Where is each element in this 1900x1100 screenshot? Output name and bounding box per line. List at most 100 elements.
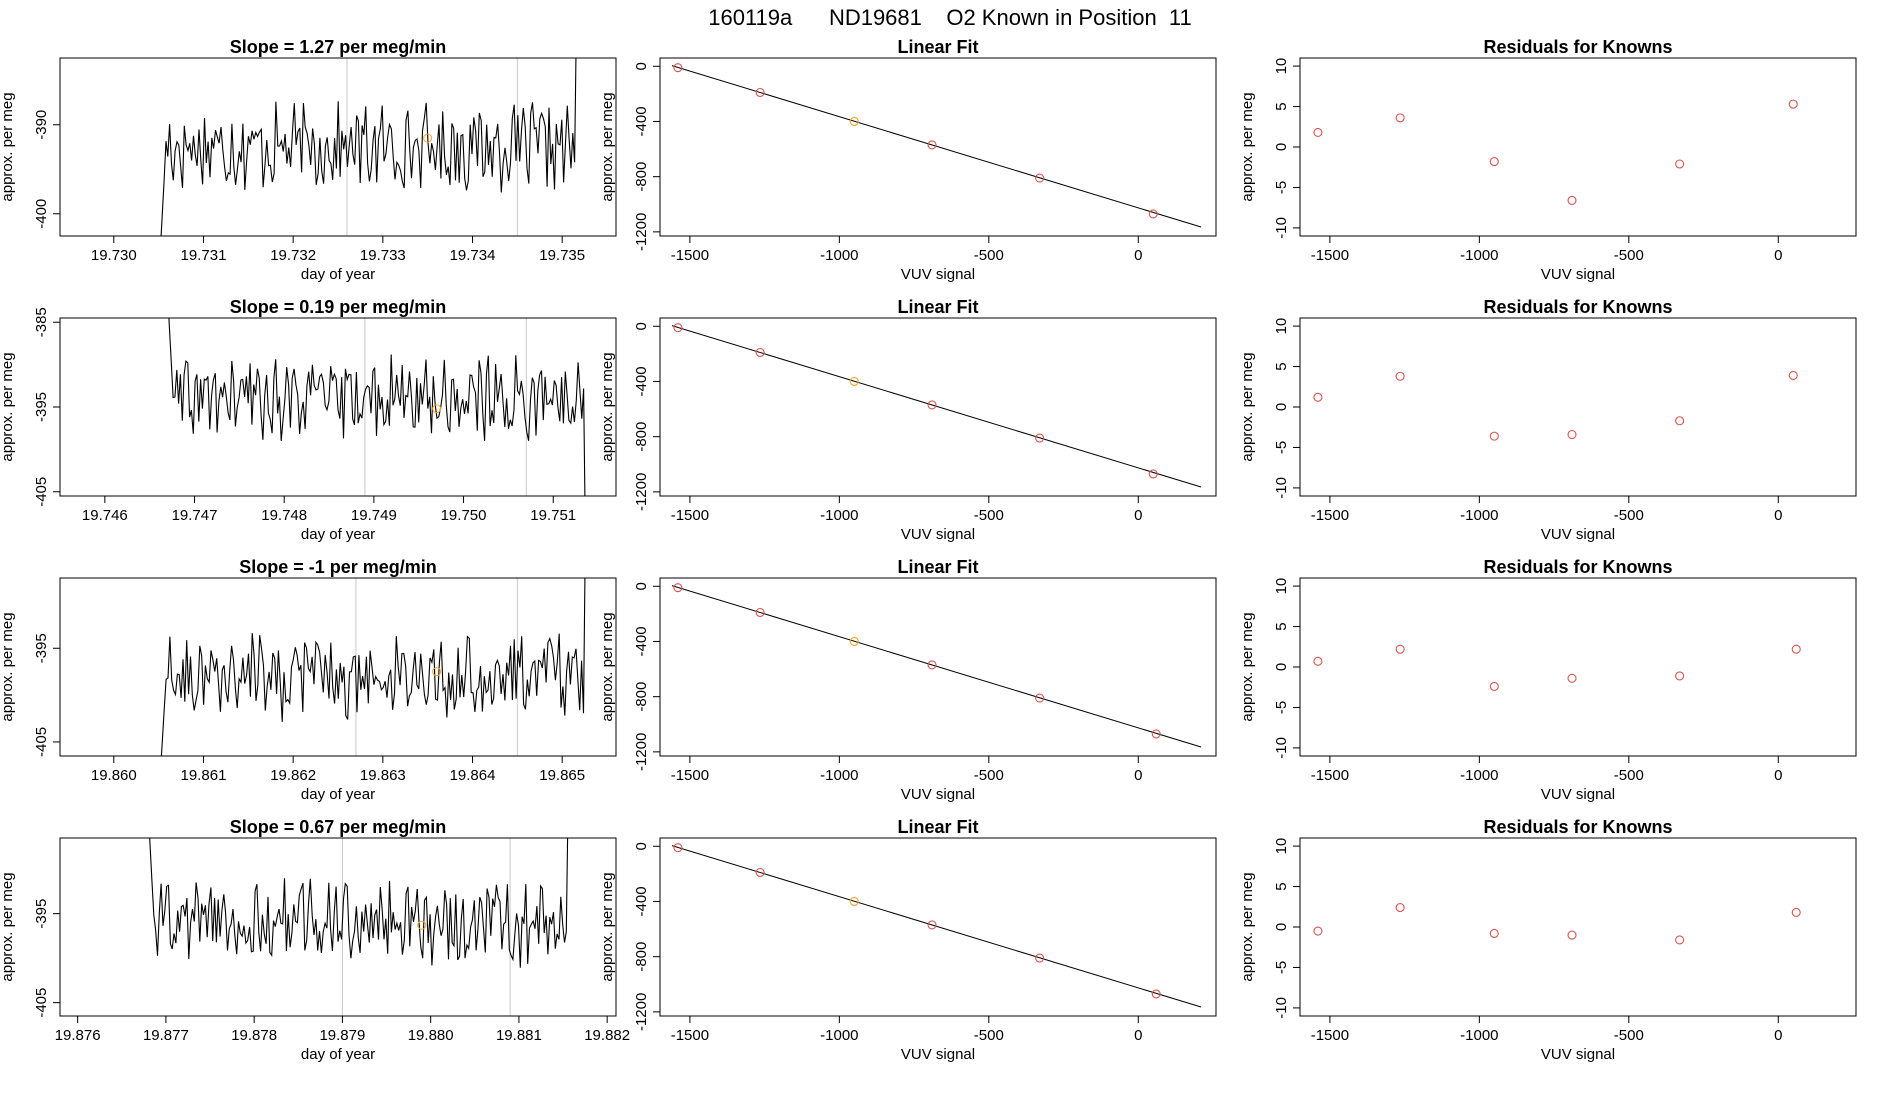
chart-panel-2: Linear Fit VUV signal approx. per meg -1500… — [599, 37, 1217, 283]
data-point — [755, 607, 765, 618]
x-axis-label: day of year — [301, 1046, 375, 1063]
y-axis-label: approx. per meg — [0, 612, 16, 721]
plot-data — [160, 58, 577, 236]
data-point — [755, 87, 765, 98]
x-axis-label: VUV signal — [901, 1046, 975, 1063]
y-tick-label: -800 — [633, 422, 650, 452]
x-tick-label: 19.734 — [450, 247, 496, 264]
x-tick-label: -1000 — [1460, 247, 1498, 264]
y-tick-label: 10 — [1273, 838, 1290, 855]
x-tick-label: -500 — [974, 1027, 1004, 1044]
data-point — [1313, 656, 1323, 666]
chart-panel-9: Residuals for Knowns VUV signal approx. pe… — [1239, 557, 1857, 803]
highlight-point — [849, 636, 859, 647]
x-tick-label: 19.746 — [82, 507, 128, 524]
y-tick-label: -1200 — [633, 473, 650, 511]
highlight-point — [432, 667, 442, 677]
x-tick-label: 0 — [1134, 1027, 1142, 1044]
x-tick-label: 19.876 — [55, 1027, 101, 1044]
y-tick-label: -385 — [33, 307, 50, 337]
plot-data — [1313, 370, 1798, 441]
y-axis-label: approx. per meg — [1239, 612, 1256, 721]
plot-data — [671, 323, 1202, 488]
data-point — [1791, 644, 1801, 654]
x-axis-label: day of year — [301, 526, 375, 543]
x-tick-label: 19.730 — [91, 247, 137, 264]
x-tick-label: 0 — [1134, 507, 1142, 524]
x-tick-label: 19.863 — [360, 767, 406, 784]
chart-panel-5: Linear Fit VUV signal approx. per meg -1500… — [599, 297, 1217, 543]
y-axis-label: approx. per meg — [1239, 92, 1256, 201]
plot-data — [671, 63, 1202, 228]
x-tick-label: 19.860 — [91, 767, 137, 784]
plot-frame — [1299, 577, 1857, 757]
data-point — [1567, 429, 1577, 440]
chart-panel-6: Residuals for Knowns VUV signal approx. pe… — [1239, 297, 1857, 543]
data-point — [1395, 644, 1405, 654]
y-tick-label: -10 — [1273, 997, 1290, 1019]
x-tick-label: -1500 — [1311, 507, 1349, 524]
fit-line — [671, 585, 1202, 748]
y-tick-label: -400 — [33, 199, 50, 229]
x-tick-label: -1500 — [671, 767, 709, 784]
fit-line — [671, 65, 1202, 228]
panel-title: Linear Fit — [897, 37, 978, 57]
panel-title: Residuals for Knowns — [1483, 557, 1672, 577]
data-point — [1489, 928, 1499, 939]
x-tick-label: 0 — [1134, 767, 1142, 784]
x-tick-label: 19.880 — [408, 1027, 454, 1044]
x-tick-label: 19.749 — [351, 507, 397, 524]
time-series-trace — [168, 318, 586, 496]
data-point — [1151, 989, 1161, 999]
data-point — [1788, 99, 1798, 109]
data-point — [1395, 903, 1405, 913]
panel-title: Residuals for Knowns — [1483, 37, 1672, 57]
x-axis-label: VUV signal — [1541, 786, 1615, 803]
y-tick-label: -1200 — [633, 733, 650, 771]
y-tick-label: 5 — [1273, 622, 1290, 630]
y-tick-label: -1200 — [633, 993, 650, 1031]
y-tick-label: -395 — [33, 392, 50, 422]
time-series-trace — [149, 838, 569, 968]
y-tick-label: -5 — [1273, 181, 1290, 194]
x-tick-label: 19.882 — [584, 1027, 630, 1044]
time-series-trace — [160, 578, 586, 756]
x-tick-label: -500 — [1614, 507, 1644, 524]
y-axis-label: approx. per meg — [599, 92, 616, 201]
y-tick-label: -405 — [33, 727, 50, 757]
data-point — [1675, 935, 1685, 945]
plot-data — [671, 583, 1202, 748]
chart-panel-3: Residuals for Knowns VUV signal approx. pe… — [1239, 37, 1857, 283]
x-tick-label: 19.865 — [539, 767, 585, 784]
y-tick-label: 0 — [633, 842, 650, 850]
data-point — [673, 583, 683, 593]
plot-frame — [59, 837, 617, 1017]
y-tick-label: 10 — [1273, 58, 1290, 75]
x-axis-label: VUV signal — [901, 786, 975, 803]
data-point — [755, 347, 765, 358]
data-point — [1035, 173, 1045, 183]
panel-title: Residuals for Knowns — [1483, 817, 1672, 837]
x-tick-label: -1000 — [1460, 507, 1498, 524]
data-point — [755, 867, 765, 878]
y-tick-label: -800 — [633, 682, 650, 712]
fit-line — [671, 325, 1202, 488]
x-tick-label: 19.733 — [360, 247, 406, 264]
x-tick-label: -500 — [1614, 1027, 1644, 1044]
fit-line — [671, 845, 1202, 1008]
y-axis-label: approx. per meg — [0, 872, 16, 981]
y-axis-label: approx. per meg — [599, 352, 616, 461]
x-tick-label: 19.877 — [143, 1027, 189, 1044]
chart-panel-1: Slope = 1.27 per meg/min day of year appro… — [0, 37, 617, 283]
x-tick-label: 19.732 — [270, 247, 316, 264]
y-tick-label: -800 — [633, 942, 650, 972]
y-tick-label: 0 — [633, 62, 650, 70]
y-tick-label: 0 — [1273, 663, 1290, 671]
y-tick-label: -400 — [633, 886, 650, 916]
plot-frame — [1299, 837, 1857, 1017]
y-tick-label: 0 — [1273, 143, 1290, 151]
y-tick-label: -5 — [1273, 441, 1290, 454]
x-axis-label: day of year — [301, 786, 375, 803]
plot-frame — [659, 57, 1217, 237]
